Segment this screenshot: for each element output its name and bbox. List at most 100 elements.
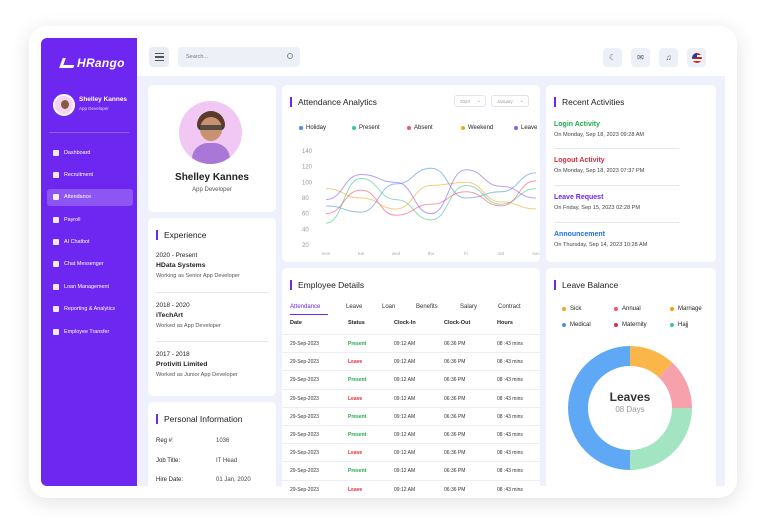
search-box[interactable] <box>178 47 300 67</box>
table-cell: 08 :43 mins <box>497 395 523 402</box>
hamburger-line <box>154 56 164 58</box>
table-cell: 09:12 AM <box>394 413 416 420</box>
table-cell: 29-Sep-2023 <box>290 341 319 347</box>
table-cell: 06:36 PM <box>444 359 466 366</box>
activity-title: Logout Activity <box>554 157 605 164</box>
sidebar-item-payroll[interactable]: Payroll <box>47 211 133 228</box>
table-row[interactable]: 29-Sep-2023 Present 09:12 AM 06:36 PM 08 :43… <box>282 406 540 425</box>
user-role: App Developer <box>79 106 109 111</box>
table-row[interactable]: 29-Sep-2023 Present 09:12 AM 06:36 PM 08 :43… <box>282 425 540 443</box>
sidebar-item-ai-chatbot[interactable]: AI Chatbot <box>47 234 133 251</box>
analytics-title: Attendance Analytics <box>290 97 377 107</box>
x-tick-label: thu <box>428 251 435 256</box>
sidebar-item-attendance[interactable]: Attendance <box>47 188 133 206</box>
legend-dot <box>614 323 618 327</box>
legend-dot <box>670 307 674 311</box>
legend-medical: Medical <box>562 322 591 328</box>
donut-slice-sick[interactable] <box>629 346 673 378</box>
donut-slice-hajj[interactable] <box>629 407 692 470</box>
table-row[interactable]: 29-Sep-2023 Leave 09:12 AM 06:36 PM 08 :43 m… <box>282 443 540 461</box>
series-line-holiday <box>325 167 537 213</box>
flag-icon[interactable] <box>687 48 706 67</box>
legend-label: Absent <box>414 125 433 131</box>
month-value: January <box>497 98 513 104</box>
experience-item: 2020 - Present HData Systems Working as … <box>156 252 268 279</box>
legend-annual: Annual <box>614 306 641 312</box>
activity-item[interactable]: Leave Request On Friday, Sep 15, 2023 02:… <box>554 194 708 211</box>
tab-contract[interactable]: Contract <box>498 304 521 310</box>
table-row[interactable]: 29-Sep-2023 Leave 09:12 AM 06:36 PM 08 :43 m… <box>282 388 540 407</box>
experience-dates: 2018 - 2020 <box>156 302 190 309</box>
sidebar-item-chat-messenger[interactable]: Chat Messenger <box>47 256 133 273</box>
status-badge: Leave <box>348 395 363 402</box>
status-badge: Present <box>348 341 367 347</box>
legend-label: Maternity <box>622 322 647 328</box>
tab-loan[interactable]: Loan <box>382 304 396 310</box>
brand-logo[interactable]: HRango <box>59 56 125 70</box>
table-cell: 29-Sep-2023 <box>290 450 319 457</box>
separator <box>156 341 268 342</box>
tab-attendance[interactable]: Attendance <box>290 304 321 310</box>
mail-icon[interactable]: ✉ <box>631 48 650 67</box>
search-input[interactable] <box>186 54 276 60</box>
experience-item: 2017 - 2018 Protiviti Limited Worked as … <box>156 351 268 378</box>
donut-center-label: Leaves 08 Days <box>568 390 692 414</box>
table-row[interactable]: 29-Sep-2023 Leave 09:12 AM 06:36 PM 08 :43 m… <box>282 479 540 492</box>
sidebar-item-loan-management[interactable]: Loan Management <box>47 278 133 295</box>
table-row[interactable]: 29-Sep-2023 Present 09:12 AM 06:36 PM 08 :43… <box>282 370 540 388</box>
donut-slice-annual[interactable] <box>658 362 692 409</box>
sidebar-item-employee-transfer[interactable]: Employee Transfer <box>47 323 133 340</box>
table-cell: 08 :43 mins <box>497 432 523 438</box>
activity-item[interactable]: Logout Activity On Monday, Sep 18, 2023 0… <box>554 157 708 174</box>
table-row[interactable]: 29-Sep-2023 Leave 09:12 AM 06:36 PM 08 :43 m… <box>282 352 540 370</box>
attendance-analytics-card: Attendance Analytics 2023 ⌄ January ⌄ Holi… <box>282 85 540 262</box>
sidebar-item-reporting[interactable]: Reporting & Analytics <box>47 301 133 318</box>
table-cell: 08 :43 mins <box>497 359 523 366</box>
table-cell: 09:12 AM <box>394 341 416 347</box>
legend-label: Leave <box>521 125 538 131</box>
profile-card: Shelley Kannes App Developer <box>148 85 276 212</box>
user-name: Shelley Kannes <box>79 96 128 103</box>
status-badge: Leave <box>348 359 363 366</box>
table-cell: 06:36 PM <box>444 450 466 457</box>
status-badge: Leave <box>348 450 363 457</box>
legend-dot <box>407 126 411 130</box>
activity-item[interactable]: Login Activity On Monday, Sep 18, 2023 09… <box>554 121 708 138</box>
search-icon[interactable] <box>287 53 293 59</box>
tab-leave[interactable]: Leave <box>346 304 363 310</box>
activity-date: On Monday, Sep 18, 2023 09:28 AM <box>554 132 645 138</box>
x-tick-label: sun <box>532 251 540 256</box>
table-row[interactable]: 29-Sep-2023 Present 09:12 AM 06:36 PM 08 :43… <box>282 461 540 479</box>
experience-company: HData Systems <box>156 262 206 269</box>
experience-company: Protiviti Limited <box>156 361 208 368</box>
table-cell: 29-Sep-2023 <box>290 359 319 366</box>
legend-dot <box>299 126 303 130</box>
table-cell: 29-Sep-2023 <box>290 395 319 402</box>
year-select[interactable]: 2023 ⌄ <box>454 95 486 107</box>
tab-benefits[interactable]: Benefits <box>416 304 438 310</box>
legend-label: Holiday <box>306 125 327 131</box>
sidebar-item-recruitment[interactable]: Recruitment <box>47 166 133 183</box>
user-card[interactable]: Shelley Kannes App Developer <box>49 90 135 126</box>
main-content: Shelley Kannes App Developer Experience … <box>137 76 725 492</box>
sidebar-item-dashboard[interactable]: Dashboard <box>47 144 133 161</box>
employee-details-title: Employee Details <box>290 280 364 290</box>
legend-label: Hajj <box>678 322 689 328</box>
x-tick-label: tue <box>358 251 365 256</box>
column-header: Clock-Out <box>444 320 471 326</box>
bell-icon[interactable]: ♫ <box>659 48 678 67</box>
legend-dot <box>614 307 618 311</box>
donut-slice-medical[interactable] <box>568 346 631 470</box>
table-row[interactable]: 29-Sep-2023 Present 09:12 AM 06:36 PM 08 :43… <box>282 334 540 352</box>
activity-item[interactable]: Announcement On Thursday, Sep 14, 2023 10… <box>554 231 708 248</box>
legend-sick: Sick <box>562 306 581 312</box>
menu-button[interactable] <box>149 47 169 67</box>
table-cell: 29-Sep-2023 <box>290 486 319 492</box>
profile-name: Shelley Kannes <box>175 172 249 183</box>
donut-title: Leaves <box>609 390 651 404</box>
month-select[interactable]: January ⌄ <box>491 95 529 107</box>
moon-icon[interactable]: ☾ <box>603 48 622 67</box>
table-cell: 06:36 PM <box>444 486 466 492</box>
separator <box>554 185 679 186</box>
tab-salary[interactable]: Salary <box>460 304 478 310</box>
